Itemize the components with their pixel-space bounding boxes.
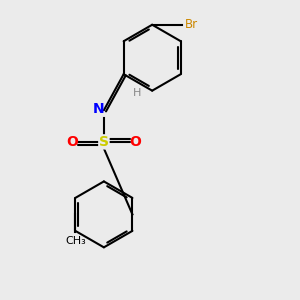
Text: O: O — [130, 135, 142, 149]
Text: N: N — [92, 102, 104, 116]
Text: S: S — [99, 135, 109, 149]
Text: O: O — [66, 135, 78, 149]
Text: H: H — [133, 88, 141, 98]
Text: CH₃: CH₃ — [65, 236, 86, 246]
Text: Br: Br — [185, 18, 198, 31]
